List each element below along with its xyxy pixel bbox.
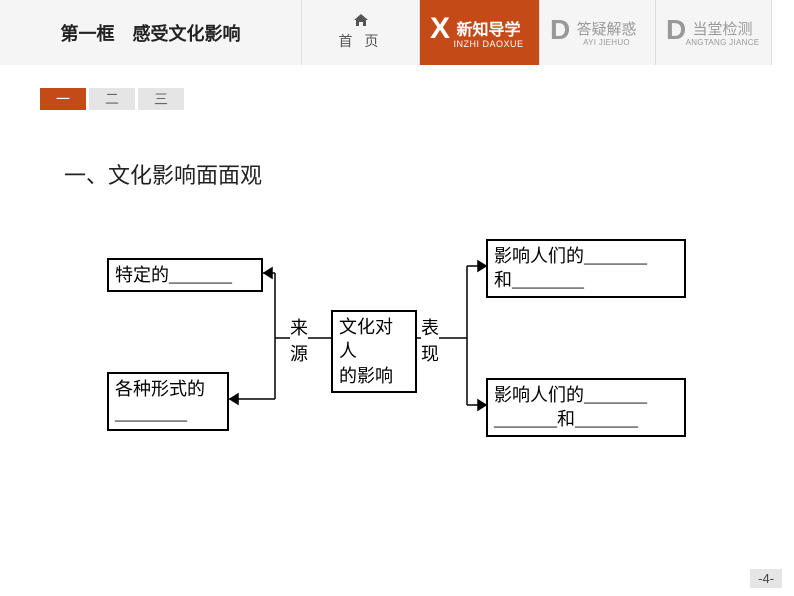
- diagram-center-box: 文化对人 的影响: [331, 310, 417, 393]
- page-number: -4-: [750, 569, 782, 588]
- diagram-right-label: 表现: [421, 314, 439, 366]
- diagram-left-box-2: 各种形式的________: [107, 372, 229, 431]
- diagram-left-box-1: 特定的_______: [107, 258, 263, 292]
- diagram-left-label: 来源: [290, 314, 308, 366]
- diagram-center-text: 文化对人 的影响: [339, 317, 393, 386]
- diagram-lines: [0, 0, 794, 596]
- diagram-right-box-2: 影响人们的_______ _______和_______: [486, 378, 686, 437]
- diagram-right-box-1: 影响人们的_______ 和________: [486, 239, 686, 298]
